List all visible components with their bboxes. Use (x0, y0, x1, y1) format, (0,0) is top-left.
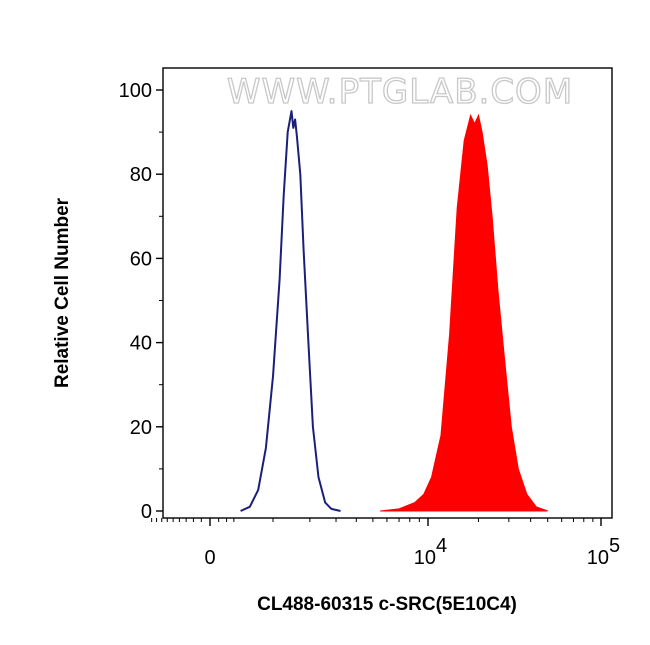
y-tick-label: 80 (130, 164, 152, 186)
x-tick-label: 0 (204, 547, 215, 569)
y-tick-label: 60 (130, 248, 152, 270)
x-tick-exponent: 5 (609, 535, 620, 557)
x-axis-title: CL488-60315 c-SRC(5E10C4) (257, 594, 517, 615)
x-tick-label: 10 (587, 547, 609, 569)
histogram-outline-series-0 (240, 110, 341, 512)
watermark-text: WWW.PTGLAB.COM (227, 72, 573, 112)
y-axis-title: Relative Cell Number (52, 197, 73, 388)
histogram-filled-series-1 (380, 113, 548, 512)
plot-frame (162, 67, 613, 519)
y-tick-label: 20 (130, 417, 152, 439)
y-tick-label: 0 (141, 501, 152, 523)
x-tick-exponent: 4 (436, 535, 447, 557)
x-tick-label: 10 (414, 547, 436, 569)
plot-area (240, 110, 548, 512)
y-tick-label: 100 (119, 80, 152, 102)
y-tick-label: 40 (130, 333, 152, 355)
